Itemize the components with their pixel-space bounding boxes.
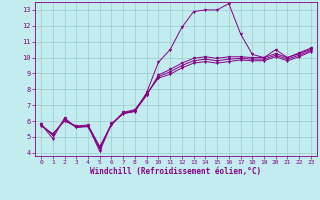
X-axis label: Windchill (Refroidissement éolien,°C): Windchill (Refroidissement éolien,°C) bbox=[91, 167, 261, 176]
